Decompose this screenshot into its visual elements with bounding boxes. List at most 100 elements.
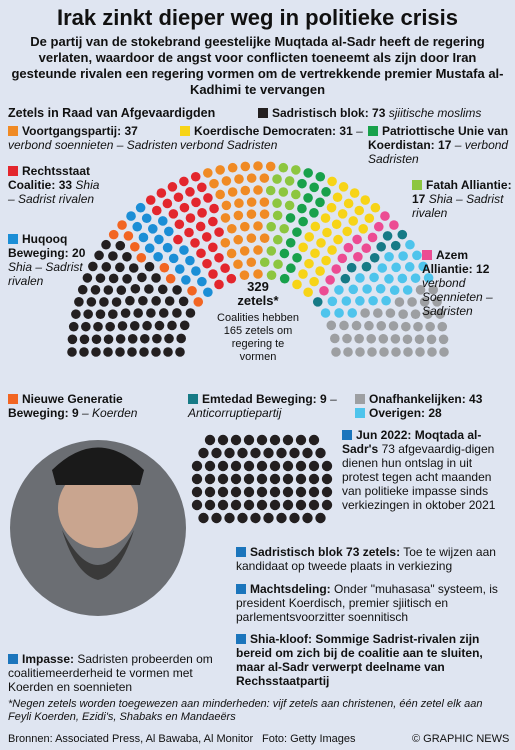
seat bbox=[425, 321, 435, 332]
event-body: Toe te wijzen aan kandidaat op tweede pl… bbox=[236, 545, 496, 573]
resigned-seat bbox=[191, 499, 203, 511]
seat bbox=[214, 279, 224, 290]
seat bbox=[325, 275, 335, 285]
resigned-seat bbox=[269, 434, 281, 446]
seat bbox=[197, 276, 207, 287]
seat bbox=[316, 238, 326, 248]
legend-swatch bbox=[180, 126, 190, 136]
seat bbox=[303, 193, 313, 203]
bullet bbox=[236, 634, 246, 644]
seat bbox=[354, 205, 365, 216]
seat bbox=[226, 273, 237, 284]
seat bbox=[423, 273, 434, 283]
seat bbox=[117, 321, 128, 331]
seat bbox=[227, 162, 238, 173]
seat bbox=[426, 334, 437, 345]
resigned-seat bbox=[315, 512, 326, 524]
seat bbox=[341, 296, 352, 306]
bullet bbox=[236, 584, 246, 594]
seat bbox=[185, 308, 196, 318]
legend-swatch bbox=[258, 108, 268, 118]
seat bbox=[373, 221, 384, 232]
legend-note: sjiitische moslims bbox=[388, 106, 482, 120]
seat bbox=[101, 239, 111, 250]
seat bbox=[368, 295, 378, 306]
seat bbox=[415, 347, 425, 357]
legend-value: 73 bbox=[372, 106, 386, 120]
seat bbox=[154, 320, 165, 331]
event: Impasse: Sadristen probeerden om coaliti… bbox=[8, 652, 230, 694]
seat bbox=[334, 285, 344, 295]
resigned-seat bbox=[237, 512, 248, 524]
subtitle: De partij van de stokebrand geestelijke … bbox=[11, 34, 504, 97]
event-heading: Shia-kloof: Sommige Sadrist-rivalen zijn… bbox=[236, 632, 483, 688]
seat bbox=[168, 253, 179, 264]
resigned-seat bbox=[276, 512, 287, 524]
resigned-seat bbox=[295, 460, 307, 472]
seat bbox=[130, 283, 141, 294]
legend-swatch bbox=[368, 126, 378, 136]
seat bbox=[342, 333, 352, 344]
seat bbox=[68, 321, 79, 332]
resigned-seat bbox=[230, 473, 242, 485]
legend-name: Sadristisch blok: bbox=[272, 106, 369, 120]
seat bbox=[389, 285, 400, 296]
legend-value: 17 bbox=[412, 192, 426, 206]
seat bbox=[193, 297, 204, 307]
seat bbox=[158, 308, 169, 318]
seat bbox=[320, 308, 331, 318]
resigned-seat bbox=[302, 512, 313, 524]
seat bbox=[292, 252, 302, 263]
seat bbox=[355, 273, 365, 283]
resigned-seat bbox=[295, 486, 307, 498]
seat bbox=[330, 333, 340, 344]
seat bbox=[101, 262, 112, 272]
seat bbox=[331, 219, 342, 230]
seat bbox=[83, 309, 93, 319]
center-note: Coalities hebben 165 zetels om regering … bbox=[217, 312, 299, 363]
resigned-seat bbox=[269, 473, 281, 485]
seat bbox=[185, 213, 196, 223]
seat bbox=[173, 234, 183, 245]
resigned-seat bbox=[191, 460, 203, 472]
seat bbox=[370, 202, 381, 213]
seat bbox=[95, 309, 106, 319]
seat bbox=[191, 197, 201, 208]
seat bbox=[423, 309, 433, 319]
resigned-seat bbox=[315, 447, 326, 459]
event-body: 73 afgevaardig-digen dienen hun ontslag … bbox=[342, 442, 496, 512]
legend-name: Rechtsstaat Coalitie: bbox=[8, 164, 91, 192]
seat bbox=[203, 287, 213, 298]
seat bbox=[234, 198, 244, 209]
seat bbox=[402, 285, 413, 295]
legend-entry: Patriottische Unie van Koerdistan: 17 – … bbox=[368, 124, 510, 166]
resigned-seat bbox=[211, 447, 222, 459]
seat bbox=[105, 321, 115, 332]
seat bbox=[315, 266, 325, 276]
seat bbox=[312, 297, 323, 307]
resigned-seat bbox=[243, 486, 255, 498]
event-body: Sadristen probeerden om coalitiemeerderh… bbox=[8, 652, 213, 694]
seat bbox=[309, 208, 319, 218]
seat bbox=[297, 203, 307, 214]
seat bbox=[291, 189, 301, 200]
seat bbox=[151, 296, 161, 306]
seat bbox=[259, 197, 270, 207]
seat bbox=[227, 223, 237, 234]
seat bbox=[278, 187, 289, 197]
seat bbox=[240, 161, 251, 172]
seat bbox=[215, 165, 225, 175]
seat bbox=[414, 334, 425, 345]
seat bbox=[352, 234, 362, 245]
seat bbox=[172, 308, 182, 318]
footnote: *Negen zetels worden toegewezen aan mind… bbox=[8, 698, 483, 723]
seat bbox=[95, 273, 106, 283]
seat bbox=[272, 234, 283, 245]
seat bbox=[327, 296, 338, 307]
seat bbox=[367, 232, 378, 243]
seat bbox=[364, 320, 374, 331]
seat bbox=[246, 209, 257, 219]
seat bbox=[94, 250, 104, 261]
resigned-seat bbox=[321, 473, 333, 485]
